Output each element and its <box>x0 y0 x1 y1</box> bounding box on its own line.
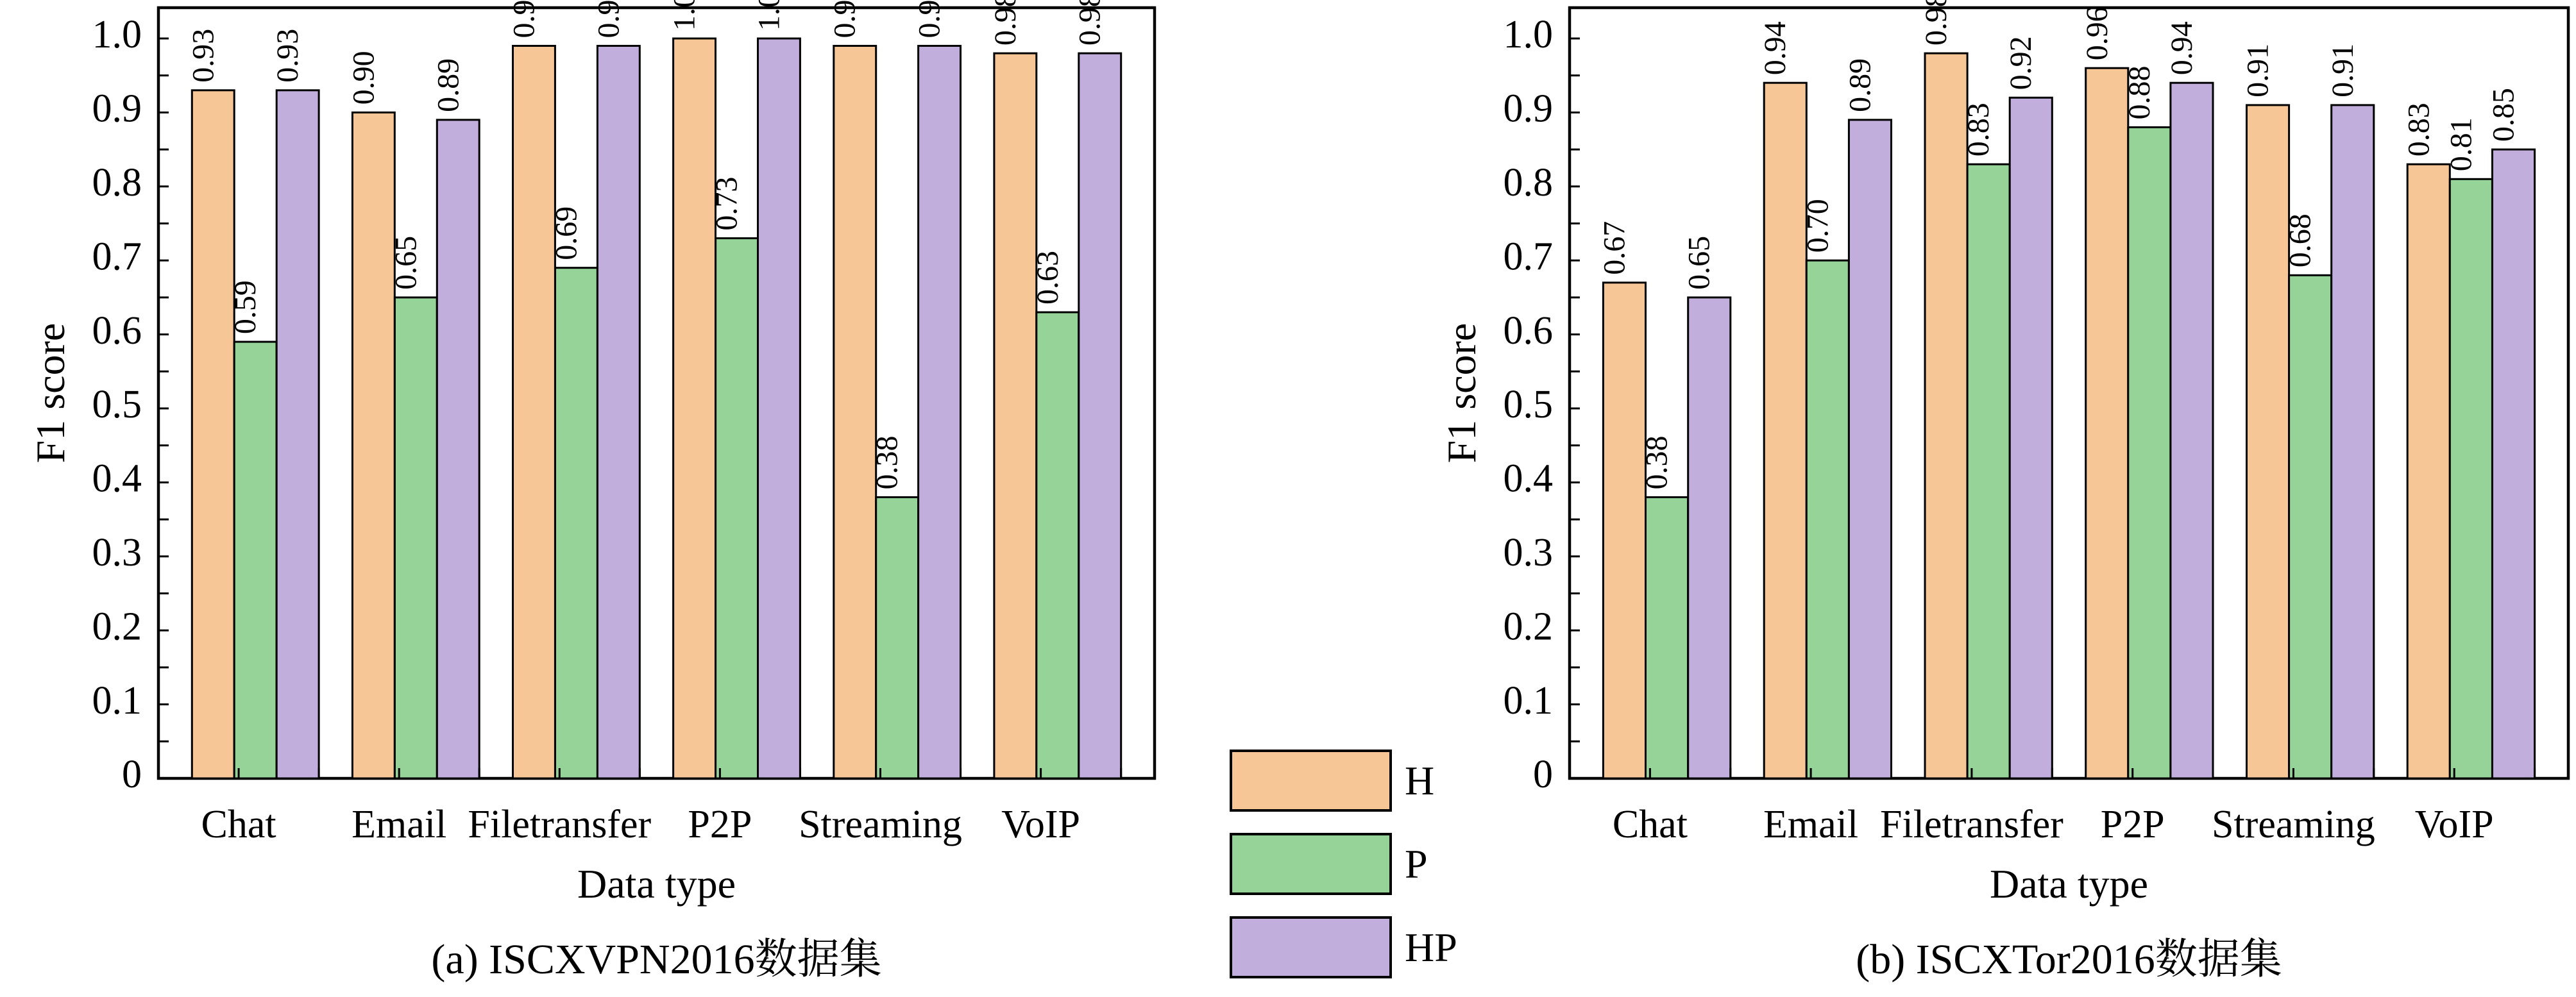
svg-text:0.93: 0.93 <box>186 29 220 83</box>
svg-text:0.5: 0.5 <box>92 383 142 426</box>
svg-text:0.68: 0.68 <box>2284 214 2318 267</box>
svg-text:1.00: 1.00 <box>752 0 786 31</box>
svg-text:0.94: 0.94 <box>2165 21 2199 75</box>
svg-text:0.1: 0.1 <box>92 679 142 723</box>
svg-text:0.3: 0.3 <box>92 531 142 574</box>
svg-text:0.89: 0.89 <box>1843 58 1877 112</box>
svg-text:0.90: 0.90 <box>346 51 380 105</box>
svg-text:0.99: 0.99 <box>591 0 625 38</box>
svg-text:1.0: 1.0 <box>1504 13 1554 56</box>
svg-text:0.7: 0.7 <box>1504 235 1554 278</box>
svg-text:0.9: 0.9 <box>1504 87 1554 131</box>
svg-text:0.63: 0.63 <box>1031 251 1065 305</box>
svg-text:0.94: 0.94 <box>1758 21 1792 75</box>
svg-text:0.4: 0.4 <box>92 457 142 501</box>
svg-text:0.99: 0.99 <box>913 0 947 38</box>
svg-text:0.6: 0.6 <box>1504 309 1554 353</box>
svg-text:0.38: 0.38 <box>870 436 904 490</box>
svg-text:0.96: 0.96 <box>2080 6 2114 60</box>
svg-text:0.8: 0.8 <box>92 161 142 205</box>
svg-text:0.59: 0.59 <box>228 280 262 334</box>
svg-text:0.67: 0.67 <box>1598 221 1632 275</box>
svg-text:0.38: 0.38 <box>1640 436 1674 490</box>
svg-text:0.89: 0.89 <box>431 58 465 112</box>
svg-text:0.83: 0.83 <box>2402 103 2436 156</box>
svg-text:0.98: 0.98 <box>988 0 1022 46</box>
svg-text:0.7: 0.7 <box>92 235 142 278</box>
svg-text:0.6: 0.6 <box>92 309 142 353</box>
svg-text:0.92: 0.92 <box>2004 36 2038 90</box>
svg-text:0.69: 0.69 <box>549 206 583 260</box>
svg-text:1.00: 1.00 <box>668 0 702 31</box>
svg-text:0.88: 0.88 <box>2123 66 2157 120</box>
svg-text:0.91: 0.91 <box>2241 44 2275 97</box>
svg-text:0: 0 <box>1533 753 1553 796</box>
svg-text:0.3: 0.3 <box>1504 531 1554 574</box>
svg-text:0.99: 0.99 <box>828 0 862 38</box>
svg-text:1.0: 1.0 <box>92 13 142 56</box>
svg-text:0.65: 0.65 <box>389 236 423 290</box>
svg-text:0.85: 0.85 <box>2487 88 2521 142</box>
svg-text:0.98: 0.98 <box>1919 0 1953 46</box>
svg-text:0.4: 0.4 <box>1504 457 1554 501</box>
svg-text:0.1: 0.1 <box>1504 679 1554 723</box>
svg-text:0.2: 0.2 <box>1504 605 1554 648</box>
svg-text:0.5: 0.5 <box>1504 383 1554 426</box>
svg-text:0.83: 0.83 <box>1962 103 1996 156</box>
svg-text:0: 0 <box>122 753 142 796</box>
svg-text:0.2: 0.2 <box>92 605 142 648</box>
svg-text:0.9: 0.9 <box>92 87 142 131</box>
svg-text:0.8: 0.8 <box>1504 161 1554 205</box>
svg-text:0.65: 0.65 <box>1682 236 1716 290</box>
svg-text:0.81: 0.81 <box>2444 117 2478 171</box>
svg-text:0.99: 0.99 <box>507 0 541 38</box>
svg-text:0.73: 0.73 <box>710 177 744 231</box>
svg-text:0.91: 0.91 <box>2326 44 2360 97</box>
svg-text:0.70: 0.70 <box>1801 199 1835 253</box>
svg-text:0.98: 0.98 <box>1073 0 1107 46</box>
svg-text:0.93: 0.93 <box>271 29 305 83</box>
